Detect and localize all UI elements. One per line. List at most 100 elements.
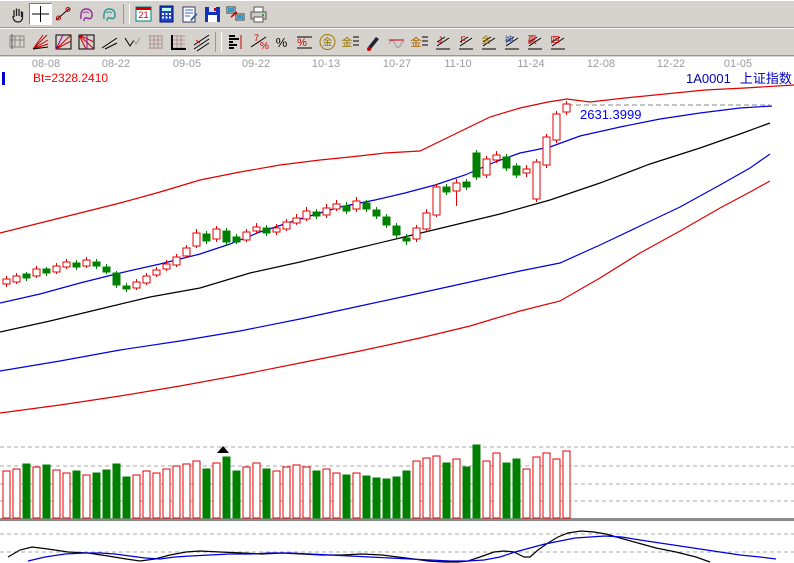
grid-box-tool[interactable] — [167, 31, 190, 53]
candle-body — [482, 158, 491, 176]
volume-bar — [442, 462, 451, 519]
calculator-button[interactable] — [155, 3, 178, 25]
volume-bar — [312, 470, 321, 519]
pan-tool[interactable] — [6, 3, 29, 25]
candle-body — [202, 233, 211, 242]
volume-bar — [382, 478, 391, 519]
volume-bar — [232, 470, 241, 519]
candle-body — [302, 210, 311, 220]
volume-bar — [142, 470, 151, 519]
volume-bar — [472, 444, 481, 519]
candle-body — [382, 216, 391, 226]
candle-body — [22, 273, 31, 279]
volume-bar — [112, 463, 121, 519]
candle-body — [362, 202, 371, 210]
wave-tool[interactable] — [385, 31, 408, 53]
parallel-lines-tool[interactable] — [190, 31, 213, 53]
candle-body — [242, 231, 251, 241]
f-angle-tool[interactable]: F — [454, 31, 477, 53]
svg-text:神: 神 — [504, 34, 513, 45]
grid-tool[interactable] — [144, 31, 167, 53]
band-lower-blue — [0, 153, 771, 372]
symbol-code: 1A0001 — [686, 71, 731, 86]
candle-body — [212, 228, 221, 240]
save-button[interactable] — [201, 3, 224, 25]
candle-body — [162, 263, 171, 270]
chart-canvas[interactable] — [0, 71, 794, 563]
gold-channel-tool[interactable]: 金 — [408, 31, 431, 53]
pen-tool[interactable] — [362, 31, 385, 53]
si-angle-tool[interactable]: 四 — [546, 31, 569, 53]
svg-text:四: 四 — [550, 35, 559, 45]
gold-lines-tool[interactable]: 金 — [339, 31, 362, 53]
candle-body — [252, 226, 261, 232]
candle-body — [32, 268, 41, 277]
volume-bar — [212, 462, 221, 519]
candle-body — [62, 261, 71, 268]
zigzag-tool[interactable] — [121, 31, 144, 53]
volume-peak-marker — [217, 446, 229, 453]
svg-text:金: 金 — [342, 35, 353, 49]
date-label: 12-22 — [656, 58, 686, 70]
chart-area[interactable]: Bt=2328.2410 1A0001 上证指数 2631.3999 — [0, 71, 794, 563]
candle-body — [532, 161, 541, 200]
candle-body — [112, 272, 121, 286]
svg-text:%: % — [260, 41, 269, 52]
candle-body — [492, 154, 501, 161]
table-flag-tool[interactable] — [6, 31, 29, 53]
candle-body — [552, 113, 561, 141]
gann-rays-tool[interactable] — [75, 31, 98, 53]
candle-body — [192, 232, 201, 247]
j-angle-tool[interactable]: J — [431, 31, 454, 53]
candle-body — [142, 275, 151, 284]
candle-body — [92, 261, 101, 267]
candle-body — [462, 181, 471, 188]
toolbar-separator — [123, 4, 130, 24]
gold-angle-tool[interactable]: 金 — [477, 31, 500, 53]
candle-body — [422, 212, 431, 230]
volume-bar — [22, 463, 31, 519]
candle-body — [232, 236, 241, 243]
data-transfer-button[interactable] — [224, 3, 247, 25]
svg-text:金: 金 — [323, 36, 333, 49]
volume-bar — [542, 452, 551, 519]
volume-bar — [132, 474, 141, 519]
candle-body — [342, 205, 351, 212]
ying-angle-tool[interactable]: 赢 — [523, 31, 546, 53]
volume-bar — [412, 460, 421, 519]
gann-box-tool[interactable] — [52, 31, 75, 53]
candle-body — [82, 259, 91, 267]
volume-bar — [372, 477, 381, 519]
trendline-tool[interactable] — [52, 3, 75, 25]
candle-body — [502, 156, 511, 169]
print-button[interactable] — [247, 3, 270, 25]
draw-shape-tool[interactable] — [98, 3, 121, 25]
period-calendar-button[interactable]: 21 — [132, 3, 155, 25]
percent-line-tool[interactable]: 7% — [247, 31, 270, 53]
candle-body — [152, 269, 161, 276]
volume-bar — [262, 468, 271, 519]
date-label: 09-22 — [241, 58, 271, 70]
percent-tool[interactable]: % — [270, 31, 293, 53]
crosshair-tool[interactable] — [29, 3, 52, 25]
svg-text:21: 21 — [138, 10, 148, 20]
fan-lines-tool[interactable] — [29, 31, 52, 53]
volume-bars-tool[interactable] — [224, 31, 247, 53]
percent-lines-tool[interactable]: % — [293, 31, 316, 53]
candle-body — [282, 221, 291, 230]
band-upper-red — [0, 84, 794, 234]
svg-text:F: F — [460, 35, 466, 45]
trend-lines-tool[interactable] — [98, 31, 121, 53]
volume-bar — [512, 458, 521, 519]
shen-angle-tool[interactable]: 神 — [500, 31, 523, 53]
candle-body — [472, 152, 481, 178]
draw-pattern-tool[interactable] — [75, 3, 98, 25]
candle-body — [512, 165, 521, 176]
candle-body — [102, 266, 111, 273]
gold-circle-tool[interactable]: 金 — [316, 31, 339, 53]
notes-button[interactable] — [178, 3, 201, 25]
volume-bar — [92, 472, 101, 519]
volume-bar — [192, 460, 201, 519]
candle-body — [182, 247, 191, 257]
